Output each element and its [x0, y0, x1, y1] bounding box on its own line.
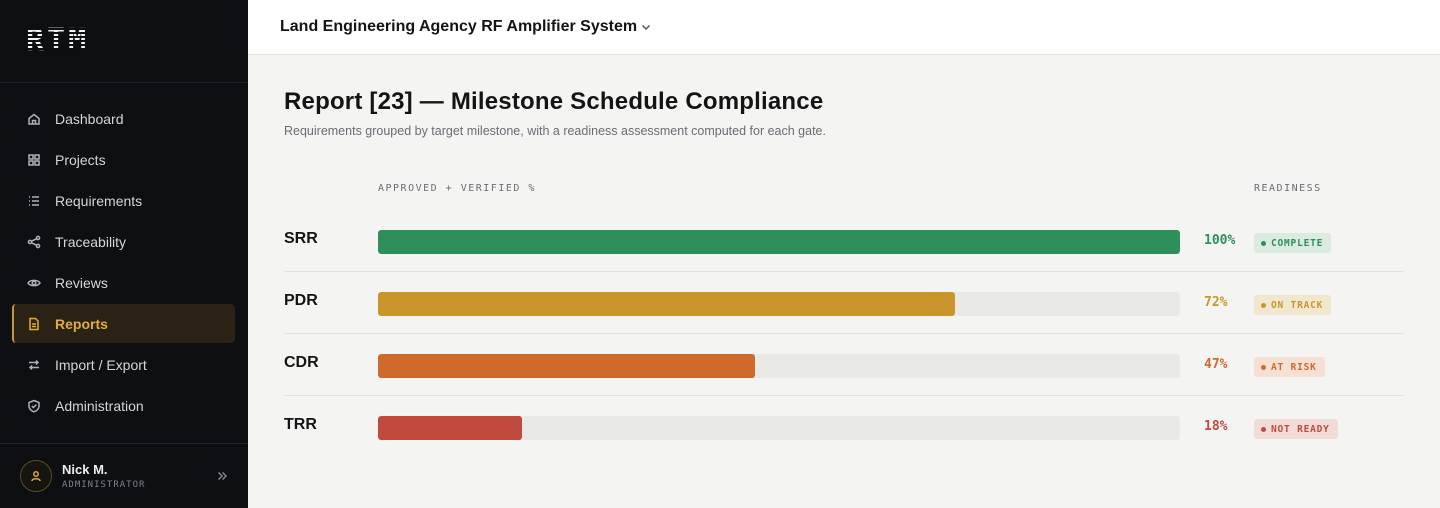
- report-content: Report [23] — Milestone Schedule Complia…: [284, 55, 1404, 458]
- home-icon: [27, 112, 41, 126]
- status-label: NOT READY: [1271, 423, 1330, 435]
- progress-track: [378, 416, 1180, 440]
- sidebar-item-reviews[interactable]: Reviews: [12, 263, 235, 302]
- status-badge: NOT READY: [1254, 419, 1338, 439]
- avatar[interactable]: [20, 460, 52, 492]
- progress-percent: 47%: [1204, 357, 1228, 372]
- chevrons-right-icon[interactable]: [216, 469, 228, 481]
- sidebar-item-projects[interactable]: Projects: [12, 140, 235, 179]
- sidebar-item-traceability[interactable]: Traceability: [12, 222, 235, 261]
- status-label: ON TRACK: [1271, 299, 1324, 311]
- progress-percent: 100%: [1204, 233, 1236, 248]
- progress-track: [378, 230, 1180, 254]
- sidebar-item-dashboard[interactable]: Dashboard: [12, 99, 235, 138]
- sidebar-item-label: Projects: [55, 151, 106, 168]
- sidebar-item-import-export[interactable]: Import / Export: [12, 345, 235, 384]
- status-badge: AT RISK: [1254, 357, 1325, 377]
- share-icon: [27, 235, 41, 249]
- milestone-row-srr: SRR 100% COMPLETE: [284, 210, 1404, 272]
- progress-percent: 18%: [1204, 419, 1228, 434]
- page-title: Report [23] — Milestone Schedule Complia…: [284, 88, 824, 115]
- sidebar-item-label: Reviews: [55, 274, 108, 291]
- status-label: AT RISK: [1271, 361, 1317, 373]
- milestone-list: SRR 100% COMPLETE PDR 72% ON TRACK CDR 4…: [284, 210, 1404, 458]
- milestone-row-pdr: PDR 72% ON TRACK: [284, 272, 1404, 334]
- sidebar-item-label: Requirements: [55, 192, 143, 209]
- page-subtitle: Requirements grouped by target milestone…: [284, 124, 826, 138]
- sidebar-item-label: Administration: [55, 397, 144, 414]
- user-info: Nick M. ADMINISTRATOR: [62, 462, 145, 490]
- column-header-readiness: READINESS: [1254, 183, 1322, 194]
- progress-fill: [378, 416, 523, 440]
- app-logo[interactable]: RTM: [26, 23, 90, 58]
- grid-icon: [27, 153, 41, 167]
- progress-fill: [378, 354, 755, 378]
- project-selector[interactable]: Land Engineering Agency RF Amplifier Sys…: [280, 18, 638, 35]
- sidebar-item-reports[interactable]: Reports: [12, 304, 235, 343]
- status-label: COMPLETE: [1271, 237, 1324, 249]
- progress-track: [378, 354, 1180, 378]
- status-dot: [1261, 302, 1266, 308]
- milestone-row-cdr: CDR 47% AT RISK: [284, 334, 1404, 396]
- sidebar-nav: Dashboard Projects Requirements Traceabi…: [0, 83, 248, 425]
- milestone-row-trr: TRR 18% NOT READY: [284, 396, 1404, 458]
- shield-icon: [27, 399, 41, 413]
- milestone-gate: PDR: [284, 292, 318, 309]
- milestone-gate: CDR: [284, 354, 319, 371]
- status-badge: COMPLETE: [1254, 233, 1332, 253]
- top-header: Land Engineering Agency RF Amplifier Sys…: [248, 0, 1440, 55]
- list-icon: [27, 194, 41, 208]
- swap-icon: [27, 358, 41, 372]
- user-role: ADMINISTRATOR: [62, 480, 146, 490]
- status-dot: [1261, 426, 1266, 432]
- sidebar-item-administration[interactable]: Administration: [12, 386, 235, 425]
- sidebar-item-label: Reports: [55, 315, 108, 332]
- milestone-gate: TRR: [284, 416, 317, 433]
- column-headers: APPROVED + VERIFIED % READINESS: [284, 183, 1404, 203]
- progress-track: [378, 292, 1180, 316]
- milestone-gate: SRR: [284, 230, 318, 247]
- status-badge: ON TRACK: [1254, 295, 1332, 315]
- user-panel[interactable]: Nick M. ADMINISTRATOR: [0, 443, 248, 508]
- logo-area: RTM: [0, 0, 248, 83]
- progress-percent: 72%: [1204, 295, 1228, 310]
- sidebar-item-requirements[interactable]: Requirements: [12, 181, 235, 220]
- document-icon: [27, 317, 41, 331]
- status-dot: [1261, 364, 1266, 370]
- sidebar-item-label: Traceability: [55, 233, 127, 250]
- user-name: Nick M.: [62, 462, 108, 477]
- sidebar-item-label: Import / Export: [55, 356, 147, 373]
- sidebar-item-label: Dashboard: [55, 110, 124, 127]
- progress-fill: [378, 292, 956, 316]
- sidebar: RTM Dashboard Projects Requirements Trac…: [0, 0, 248, 508]
- progress-fill: [378, 230, 1180, 254]
- column-header-progress: APPROVED + VERIFIED %: [378, 183, 536, 194]
- eye-icon: [27, 276, 41, 290]
- user-icon: [31, 471, 41, 482]
- chevron-down-icon[interactable]: [641, 22, 651, 32]
- status-dot: [1261, 240, 1266, 246]
